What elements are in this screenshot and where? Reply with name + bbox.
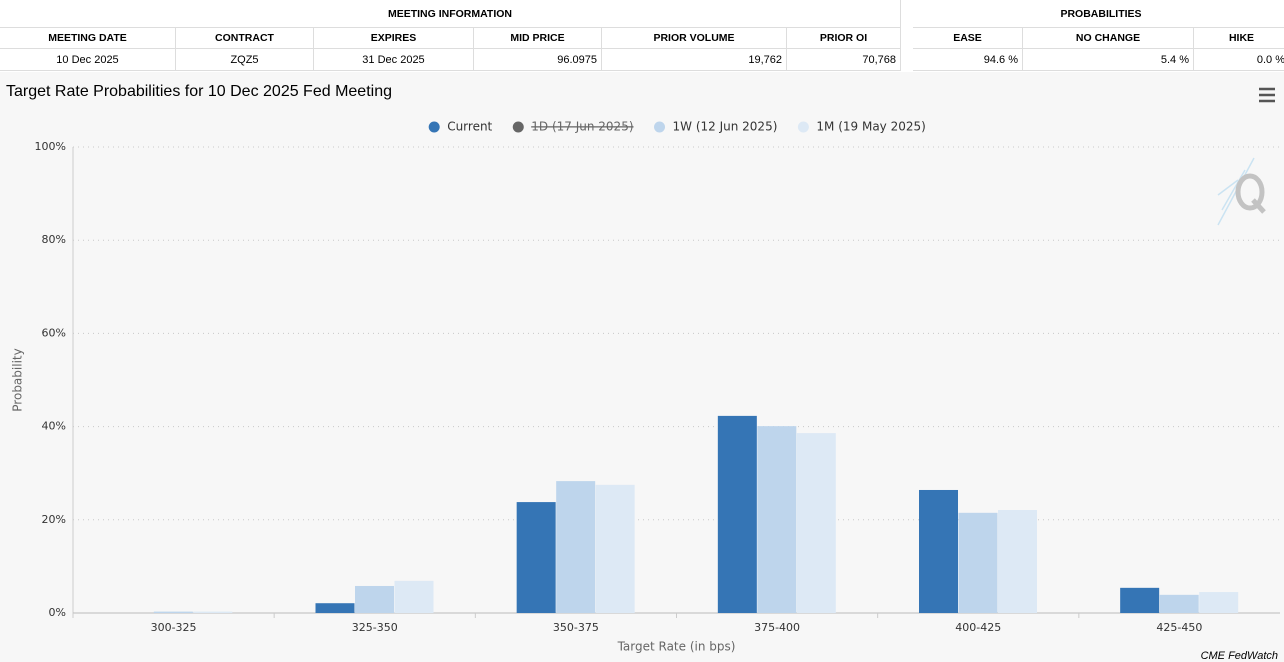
bar (1199, 592, 1239, 613)
table-title: PROBABILITIES (913, 0, 1284, 28)
legend-item[interactable]: 1W (12 Jun 2025) (654, 120, 777, 134)
legend-item[interactable]: 1D (17 Jun 2025) (512, 120, 634, 134)
table-cell: ZQZ5 (176, 49, 314, 71)
legend-swatch (654, 121, 666, 133)
bar (796, 433, 836, 613)
bar (193, 611, 233, 613)
y-tick-label: 100% (35, 140, 66, 153)
legend-item[interactable]: 1M (19 May 2025) (797, 120, 926, 134)
table-cell: 70,768 (787, 49, 901, 71)
table-cell: 5.4 % (1023, 49, 1194, 71)
column-header: PRIOR VOLUME (602, 28, 787, 49)
y-tick-label: 0% (49, 606, 66, 619)
legend-swatch (797, 121, 809, 133)
table-cell: 94.6 % (913, 49, 1023, 71)
column-header: PRIOR OI (787, 28, 901, 49)
column-header: EASE (913, 28, 1023, 49)
x-tick-label: 425-450 (1156, 621, 1202, 634)
y-tick-label: 20% (42, 513, 66, 526)
legend-swatch (428, 121, 440, 133)
watermark (1217, 157, 1266, 226)
legend-label: 1M (19 May 2025) (816, 120, 925, 134)
bar (394, 580, 434, 613)
y-tick-label: 80% (42, 233, 66, 246)
bar (355, 585, 394, 613)
column-header: EXPIRES (314, 28, 474, 49)
x-tick-label: 375-400 (754, 621, 800, 634)
chart-title: Target Rate Probabilities for 10 Dec 202… (6, 83, 392, 100)
column-header: NO CHANGE (1023, 28, 1194, 49)
bar (1159, 594, 1199, 613)
bar (315, 603, 355, 613)
table-cell: 31 Dec 2025 (314, 49, 474, 71)
bar (1120, 587, 1160, 613)
info-tables: MEETING INFORMATION MEETING DATE 10 Dec 20… (0, 0, 1284, 72)
x-tick-label: 325-350 (352, 621, 398, 634)
table-title: MEETING INFORMATION (0, 0, 901, 28)
chart-background (0, 72, 1284, 662)
legend-item[interactable]: Current (428, 120, 493, 134)
table-cell: 10 Dec 2025 (0, 49, 176, 71)
x-tick-label: 300-325 (151, 621, 197, 634)
bar (919, 489, 958, 613)
menu-button[interactable] (1256, 85, 1278, 105)
bar (958, 512, 998, 613)
y-axis-title: Probability (11, 348, 25, 411)
legend: Current 1D (17 Jun 2025) 1W (12 Jun 2025) 1… (428, 120, 926, 134)
column-header: MEETING DATE (0, 28, 176, 49)
bar (595, 484, 635, 613)
bar (717, 415, 757, 613)
table-cell: 19,762 (602, 49, 787, 71)
legend-label: Current (447, 120, 492, 134)
y-tick-label: 40% (42, 420, 66, 433)
credit: CME FedWatch (1201, 650, 1278, 662)
bar (153, 611, 193, 613)
column-header: MID PRICE (474, 28, 602, 49)
column-header: CONTRACT (176, 28, 314, 49)
legend-label: 1W (12 Jun 2025) (673, 120, 778, 134)
legend-swatch (512, 121, 524, 133)
x-tick-label: 350-375 (553, 621, 599, 634)
table-cell: 0.0 % (1194, 49, 1284, 71)
table-cell: 96.0975 (474, 49, 602, 71)
bar (556, 481, 596, 613)
x-tick-label: 400-425 (955, 621, 1001, 634)
bar (516, 502, 556, 613)
bar (757, 426, 797, 613)
bar (998, 510, 1037, 613)
column-header: HIKE (1194, 28, 1284, 49)
chart: Target Rate Probabilities for 10 Dec 202… (0, 72, 1284, 662)
x-axis-title: Target Rate (in bps) (617, 640, 736, 654)
y-tick-label: 60% (42, 326, 66, 339)
